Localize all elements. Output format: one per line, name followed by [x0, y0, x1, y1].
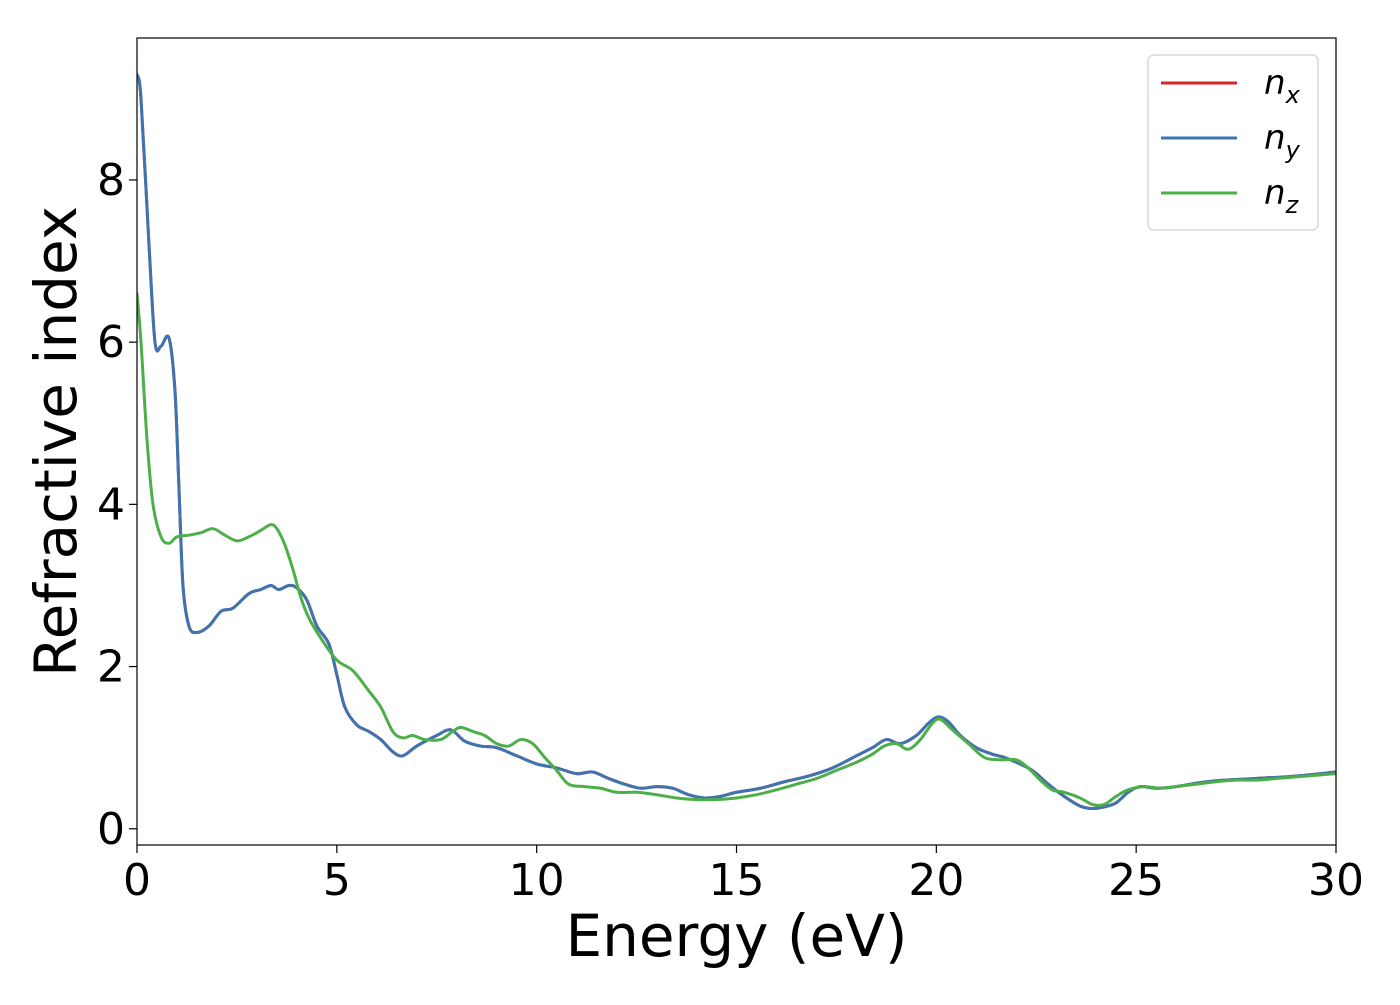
legend-label: ny: [1264, 118, 1301, 164]
legend-entry-n-y: ny: [1161, 118, 1301, 164]
x-axis-title: Energy (eV): [565, 902, 907, 970]
series-line-n-z: [137, 291, 1336, 807]
legend-label: nx: [1264, 63, 1301, 109]
legend-entry-n-x: nx: [1161, 63, 1301, 109]
series-line-n-y: [137, 73, 1336, 811]
legend-box: [1147, 54, 1319, 231]
x-tick-label: 20: [908, 855, 964, 906]
x-tick-label: 30: [1308, 855, 1364, 906]
legend: nx ny nz: [1147, 54, 1319, 231]
x-tick-label: 0: [123, 855, 151, 906]
y-tick-label: 2: [97, 642, 125, 693]
y-tick-label: 0: [97, 804, 125, 855]
series-lines: [137, 73, 1336, 811]
legend-label: nz: [1264, 173, 1300, 219]
x-tick-label: 15: [709, 855, 765, 906]
y-tick-label: 4: [97, 479, 125, 530]
y-tick-label: 8: [97, 155, 125, 206]
y-axis-ticks: 0 2 4 6 8: [97, 155, 137, 855]
y-axis-title: Refractive index: [22, 206, 90, 677]
y-tick-label: 6: [97, 317, 125, 368]
x-tick-label: 25: [1108, 855, 1164, 906]
x-axis-ticks: 0 5 10 15 20 25 30: [123, 845, 1364, 906]
legend-entry-n-z: nz: [1161, 173, 1300, 219]
x-tick-label: 10: [509, 855, 565, 906]
x-tick-label: 5: [323, 855, 351, 906]
